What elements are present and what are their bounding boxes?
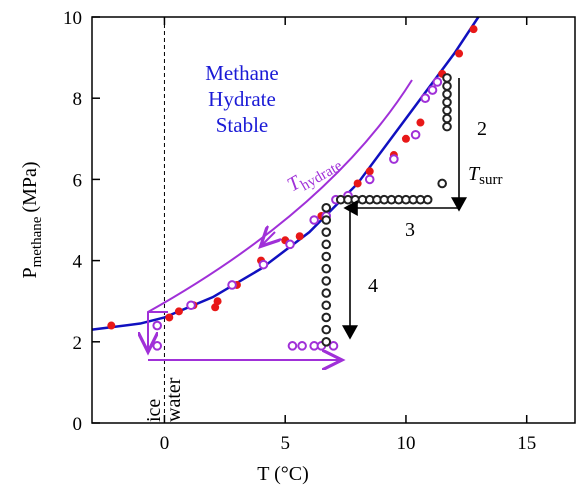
annotation: Stable bbox=[216, 113, 269, 137]
open-marker bbox=[186, 300, 196, 311]
open-marker bbox=[321, 324, 332, 335]
y-tick-label: 0 bbox=[73, 414, 83, 435]
open-marker bbox=[258, 259, 269, 270]
open-marker bbox=[364, 174, 375, 185]
y-tick-label: 6 bbox=[73, 170, 83, 191]
filled-marker bbox=[213, 297, 222, 306]
x-label-unit: (°C) bbox=[274, 463, 309, 485]
y-tick-label: 8 bbox=[73, 89, 83, 110]
open-marker bbox=[321, 215, 332, 225]
filled-marker bbox=[165, 313, 174, 322]
open-marker bbox=[321, 251, 332, 262]
open-marker bbox=[321, 337, 332, 347]
annotation-sub: surr bbox=[479, 172, 502, 188]
y-label-main: P bbox=[19, 267, 41, 278]
open-marker bbox=[287, 341, 298, 351]
annotation: ice bbox=[143, 399, 165, 422]
filled-marker bbox=[295, 232, 304, 241]
annotation: 2 bbox=[477, 118, 487, 140]
x-tick-label: 15 bbox=[517, 433, 536, 454]
y-label-sub: methane bbox=[29, 216, 45, 267]
open-marker bbox=[321, 312, 332, 323]
y-label-unit: (MPa) bbox=[19, 161, 41, 212]
filled-marker bbox=[211, 303, 220, 312]
purple-arrow bbox=[148, 79, 413, 350]
annotation: Tsurr bbox=[468, 163, 502, 188]
open-marker bbox=[297, 341, 307, 351]
filled-marker bbox=[353, 179, 362, 188]
open-marker bbox=[432, 77, 443, 87]
x-tick-label: 5 bbox=[280, 433, 290, 454]
open-marker bbox=[309, 215, 319, 225]
open-marker bbox=[442, 81, 452, 91]
x-tick-label: 10 bbox=[396, 433, 415, 454]
open-marker bbox=[328, 341, 339, 351]
filled-marker bbox=[401, 134, 410, 143]
filled-marker bbox=[455, 49, 464, 58]
open-marker bbox=[427, 85, 438, 95]
open-marker bbox=[152, 341, 163, 351]
open-marker bbox=[442, 121, 452, 132]
purple-arrow-head bbox=[262, 232, 275, 245]
open-marker bbox=[442, 73, 452, 83]
annotation: water bbox=[163, 377, 185, 422]
open-marker bbox=[420, 93, 431, 103]
annotation: Methane bbox=[205, 61, 278, 85]
plot-area: 0 5 10 15 0 2 4 6 8 10 bbox=[63, 8, 576, 454]
filled-marker bbox=[107, 321, 116, 330]
open-marker bbox=[227, 280, 237, 290]
open-marker bbox=[422, 194, 433, 205]
open-marker bbox=[321, 203, 332, 213]
open-marker bbox=[442, 105, 452, 116]
filled-marker bbox=[365, 167, 374, 176]
x-tick-label: 0 bbox=[160, 433, 170, 454]
x-axis-label: T (°C) bbox=[257, 463, 309, 485]
equilibrium-curve bbox=[91, 16, 480, 331]
annotation: 4 bbox=[368, 275, 378, 297]
open-marker bbox=[437, 178, 447, 189]
y-tick-label: 4 bbox=[73, 252, 83, 273]
open-marker bbox=[442, 89, 452, 99]
open-marker bbox=[321, 239, 332, 250]
y-axis-label: Pmethane (MPa) bbox=[19, 161, 45, 278]
filled-marker bbox=[174, 307, 183, 316]
annotation-main: T bbox=[468, 163, 481, 185]
annotation: Thydrate bbox=[284, 149, 346, 200]
filled-marker bbox=[416, 118, 425, 127]
y-tick-label: 2 bbox=[73, 333, 83, 354]
open-marker bbox=[321, 276, 332, 286]
open-marker bbox=[442, 113, 452, 124]
plot-frame bbox=[91, 16, 576, 424]
x-label-main: T bbox=[257, 463, 269, 485]
open-marker bbox=[321, 227, 332, 237]
open-marker bbox=[410, 129, 421, 140]
open-marker bbox=[442, 97, 452, 108]
y-tick-label: 10 bbox=[63, 8, 82, 29]
filled-marker bbox=[469, 25, 478, 34]
open-marker bbox=[321, 288, 332, 298]
open-marker bbox=[321, 300, 332, 311]
annotation: 3 bbox=[405, 219, 415, 241]
open-marker bbox=[152, 320, 163, 331]
open-marker bbox=[321, 263, 332, 274]
annotation: Hydrate bbox=[208, 87, 276, 111]
open-marker bbox=[285, 239, 295, 250]
open-marker bbox=[389, 154, 399, 164]
